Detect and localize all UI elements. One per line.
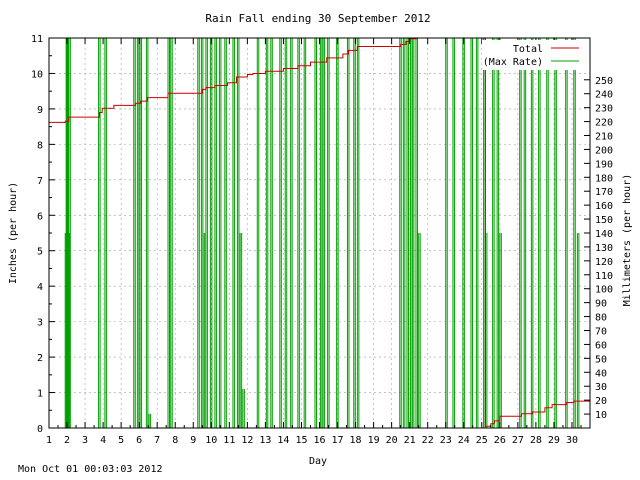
x-tick-label: 24 xyxy=(458,435,470,446)
x-tick-labels: 1 2 3 4 5 6 7 8 9 10 11 12 13 14 15 16 17 18 19 20 21 22 23 24 2… xyxy=(46,435,578,446)
x-tick-label: 2 xyxy=(64,435,70,446)
y-tick-label: 9 xyxy=(37,105,43,116)
y2-tick-labels: 10 20 30 40 50 60 70 80 90 100 110 120 130 140 150 160 1… xyxy=(595,76,613,421)
y2-tick-label: 40 xyxy=(595,368,607,379)
y2-tick-label: 190 xyxy=(595,159,613,170)
y2-tick-label: 50 xyxy=(595,354,607,365)
y2-tick-label: 200 xyxy=(595,145,613,156)
y2-tick-label: 110 xyxy=(595,271,613,282)
x-tick-label: 10 xyxy=(205,435,217,446)
chart-title: Rain Fall ending 30 September 2012 xyxy=(205,12,430,25)
y2-tick-label: 230 xyxy=(595,104,613,115)
x-tick-label: 20 xyxy=(386,435,398,446)
x-tick-label: 7 xyxy=(154,435,160,446)
x-tick-label: 21 xyxy=(404,435,416,446)
y2-tick-label: 220 xyxy=(595,118,613,129)
y2-tick-label: 30 xyxy=(595,382,607,393)
x-tick-label: 14 xyxy=(277,435,289,446)
x-tick-label: 15 xyxy=(295,435,307,446)
max-rate-series xyxy=(64,38,580,428)
y2-tick-label: 130 xyxy=(595,243,613,254)
x-tick-label: 23 xyxy=(440,435,452,446)
x-tick-label: 19 xyxy=(368,435,380,446)
x-tick-label: 16 xyxy=(313,435,325,446)
y2-tick-label: 60 xyxy=(595,340,607,351)
y-tick-label: 3 xyxy=(37,318,43,329)
y2-tick-label: 250 xyxy=(595,76,613,87)
x-tick-label: 4 xyxy=(100,435,106,446)
legend-label-rate: (Max Rate) xyxy=(483,57,543,68)
x-tick-label: 12 xyxy=(241,435,253,446)
y2-tick-label: 240 xyxy=(595,90,613,101)
axis-ticks xyxy=(48,37,590,429)
total-line xyxy=(49,37,590,427)
x-tick-label: 5 xyxy=(118,435,124,446)
y2-tick-label: 180 xyxy=(595,173,613,184)
x-tick-label: 8 xyxy=(172,435,178,446)
x-tick-label: 18 xyxy=(350,435,362,446)
y2-tick-label: 20 xyxy=(595,396,607,407)
legend-label-total: Total xyxy=(513,44,543,55)
y-tick-label: 4 xyxy=(37,282,43,293)
grid-lines xyxy=(49,38,590,428)
y-tick-label: 7 xyxy=(37,176,43,187)
y-tick-label: 11 xyxy=(31,34,43,45)
y-tick-labels: 0 1 2 3 4 5 6 7 8 9 10 11 xyxy=(31,34,43,435)
x-tick-label: 3 xyxy=(82,435,88,446)
legend: Total (Max Rate) xyxy=(482,40,582,70)
y2-tick-label: 70 xyxy=(595,327,607,338)
y2-tick-label: 10 xyxy=(595,410,607,421)
x-axis-label: Day xyxy=(309,456,327,467)
total-series xyxy=(49,37,590,427)
y2-tick-label: 120 xyxy=(595,257,613,268)
x-tick-label: 1 xyxy=(46,435,52,446)
x-tick-label: 6 xyxy=(136,435,142,446)
y-tick-label: 6 xyxy=(37,211,43,222)
y-tick-label: 5 xyxy=(37,247,43,258)
y2-tick-label: 170 xyxy=(595,187,613,198)
y2-tick-label: 140 xyxy=(595,229,613,240)
x-tick-label: 9 xyxy=(190,435,196,446)
y2-tick-label: 210 xyxy=(595,132,613,143)
footer-timestamp: Mon Oct 01 00:03:03 2012 xyxy=(18,464,163,475)
y-tick-label: 1 xyxy=(37,389,43,400)
y-axis-label: Inches (per hour) xyxy=(8,182,19,284)
x-tick-label: 28 xyxy=(530,435,542,446)
y-tick-label: 2 xyxy=(37,353,43,364)
x-tick-label: 11 xyxy=(223,435,235,446)
x-tick-label: 27 xyxy=(512,435,524,446)
y2-tick-label: 100 xyxy=(595,285,613,296)
x-tick-label: 17 xyxy=(332,435,344,446)
y2-tick-label: 80 xyxy=(595,313,607,324)
y-tick-label: 0 xyxy=(37,424,43,435)
y2-tick-label: 150 xyxy=(595,215,613,226)
y2-tick-label: 90 xyxy=(595,299,607,310)
x-tick-label: 22 xyxy=(422,435,434,446)
x-tick-label: 13 xyxy=(259,435,271,446)
y2-axis-label: Millimeters (per hour) xyxy=(622,174,633,306)
y2-tick-label: 160 xyxy=(595,201,613,212)
x-tick-label: 30 xyxy=(566,435,578,446)
x-tick-label: 25 xyxy=(476,435,488,446)
x-tick-label: 29 xyxy=(548,435,560,446)
y-tick-label: 8 xyxy=(37,140,43,151)
x-tick-label: 26 xyxy=(494,435,506,446)
y-tick-label: 10 xyxy=(31,69,43,80)
